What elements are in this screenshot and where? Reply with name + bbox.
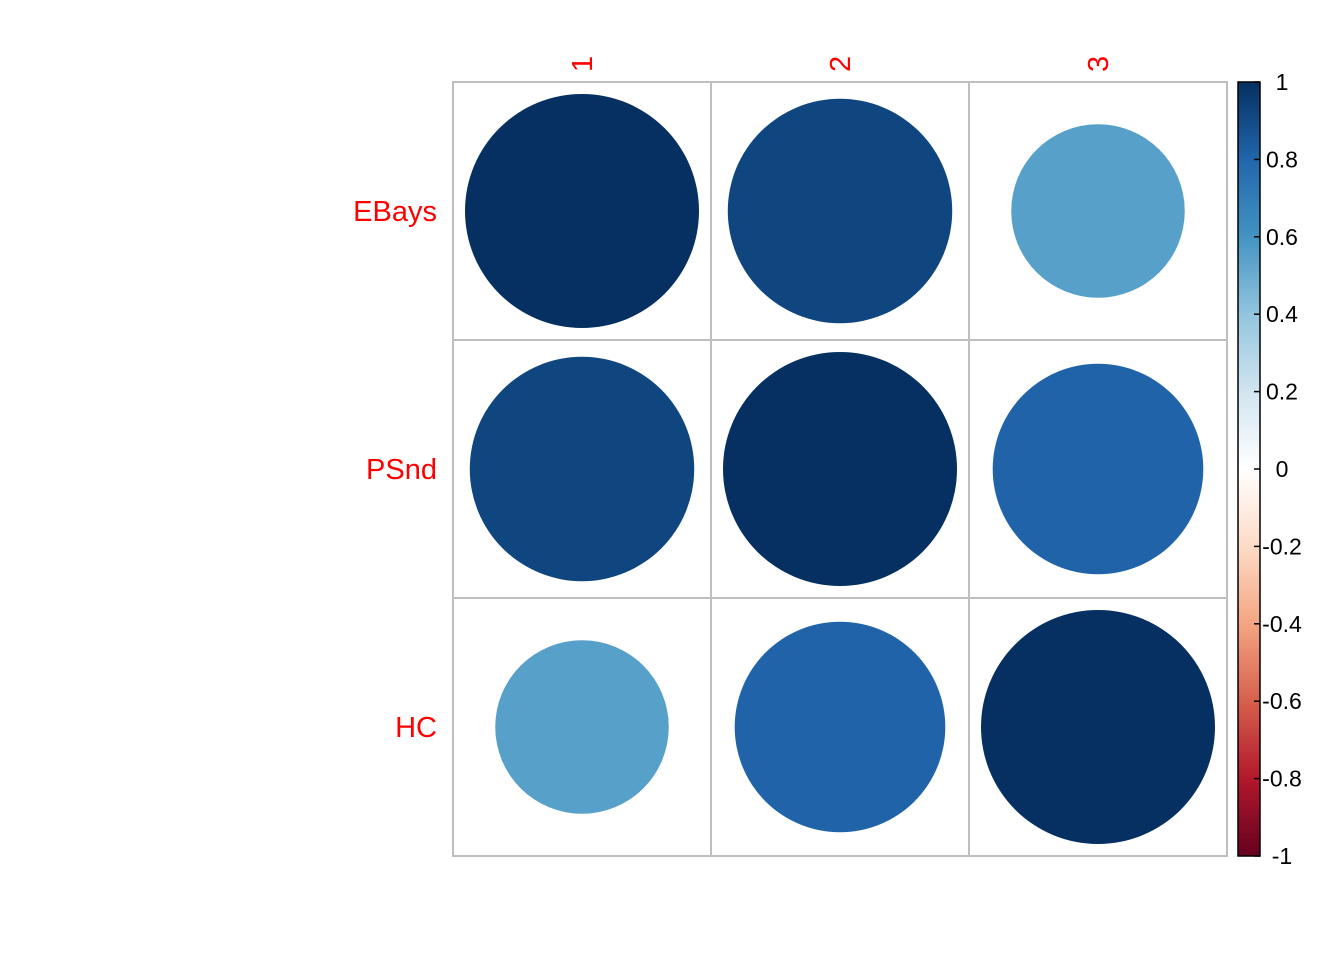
colorbar-gradient bbox=[1238, 82, 1260, 856]
correlation-circle bbox=[981, 610, 1215, 844]
colorbar-tick-label: -0.8 bbox=[1262, 766, 1302, 792]
colorbar-tick-label: 0 bbox=[1276, 456, 1289, 482]
correlation-circle bbox=[495, 640, 669, 814]
row-label: HC bbox=[395, 712, 437, 744]
row-label: PSnd bbox=[366, 454, 437, 486]
correlation-circle bbox=[465, 94, 699, 328]
colorbar-tick-label: 0.4 bbox=[1266, 301, 1298, 327]
colorbar-tick-label: -1 bbox=[1272, 843, 1292, 869]
column-label: 3 bbox=[1083, 56, 1115, 72]
correlation-circle bbox=[734, 621, 946, 833]
correlation-circle bbox=[469, 356, 695, 582]
row-labels: EBays PSnd HC bbox=[353, 196, 437, 744]
colorbar-tick-label: 0.8 bbox=[1266, 146, 1298, 172]
colorbar-tick-label: 1 bbox=[1276, 69, 1289, 95]
correlation-circle bbox=[727, 98, 953, 324]
colorbar-tick-label: -0.6 bbox=[1262, 688, 1302, 714]
color-legend: 1 0.8 0.6 0.4 0.2 0 -0.2 -0.4 -0.6 -0.8 -1 bbox=[1237, 69, 1302, 869]
colorbar-tick-label: -0.2 bbox=[1262, 533, 1302, 559]
colorbar-tick-label: -0.4 bbox=[1262, 611, 1302, 637]
colorbar-tick-label: 0.2 bbox=[1266, 379, 1298, 405]
correlation-circle bbox=[992, 363, 1204, 575]
correlation-circles bbox=[465, 94, 1215, 844]
colorbar-tick-label: 0.6 bbox=[1266, 224, 1298, 250]
column-label: 1 bbox=[567, 56, 599, 72]
correlation-circle bbox=[723, 352, 957, 586]
correlation-circle bbox=[1011, 124, 1185, 298]
column-labels: 1 2 3 bbox=[567, 56, 1115, 72]
row-label: EBays bbox=[353, 196, 437, 228]
column-label: 2 bbox=[825, 56, 857, 72]
